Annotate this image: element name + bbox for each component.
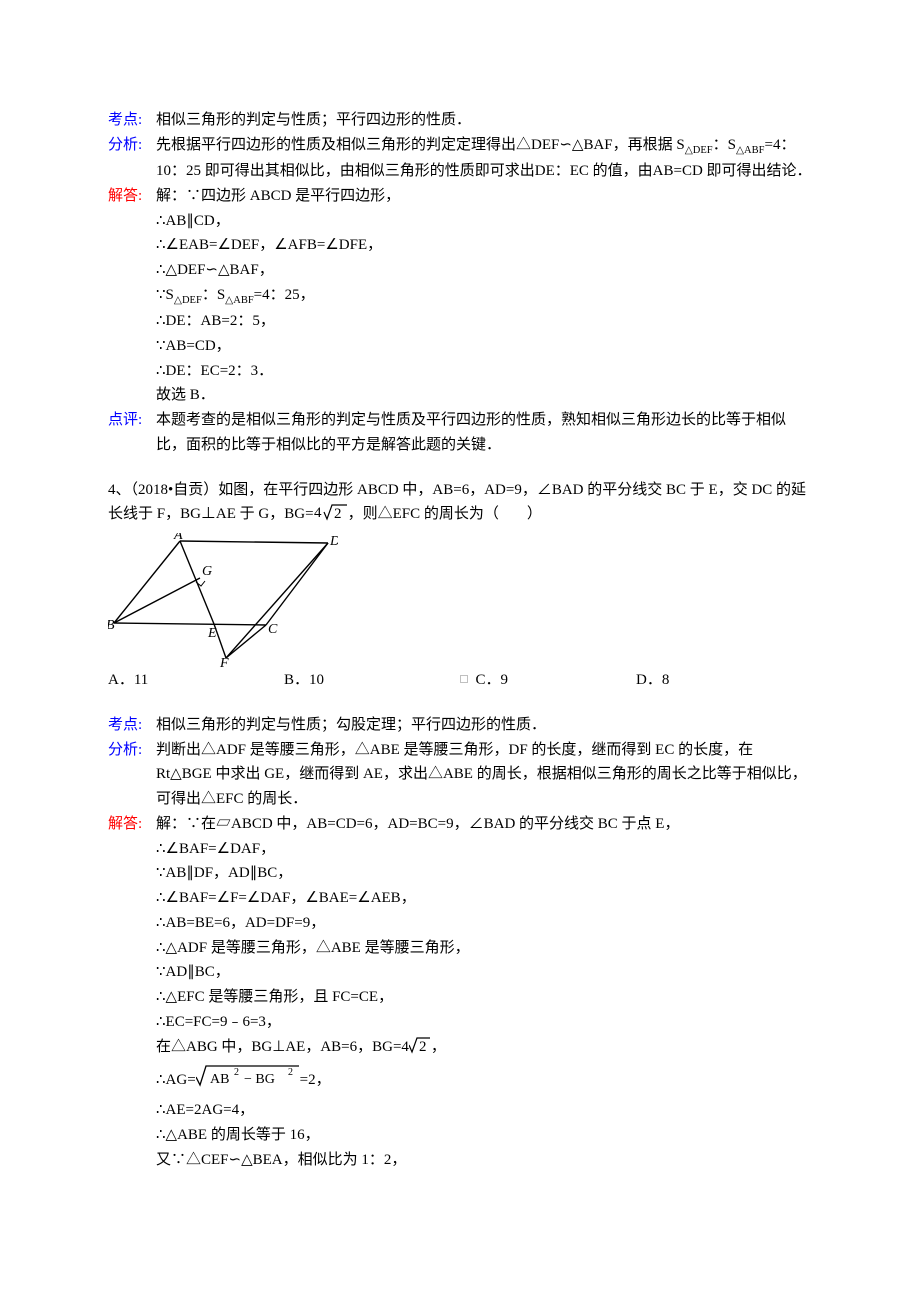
- jieda8: ∴DE：EC=2：3．: [108, 359, 812, 384]
- svg-text:G: G: [202, 564, 212, 579]
- s2j10: 在△ABG 中，BG⊥AE，AB=6，BG=4 2，: [108, 1035, 812, 1064]
- s2j3: ∵AB∥DF，AD∥BC，: [108, 861, 812, 886]
- sec2-kaodian: 考点: 相似三角形的判定与性质；勾股定理；平行四边形的性质．: [108, 713, 812, 738]
- jieda6: ∴DE：AB=2：5，: [108, 309, 812, 334]
- choice-a: A．11: [108, 668, 284, 693]
- jieda-label2: 解答:: [108, 812, 156, 837]
- axis-mark-icon: [460, 675, 468, 683]
- fenxi-text: 先根据平行四边形的性质及相似三角形的判定定理得出△DEF∽△BAF，再根据 S△…: [156, 133, 812, 184]
- j5b: ：S: [202, 287, 225, 303]
- s2j10a: 在△ABG 中，BG⊥AE，AB=6，BG=4: [156, 1039, 409, 1055]
- fenxi-part1: 先根据平行四边形的性质及相似三角形的判定定理得出△DEF∽△BAF，再根据 S: [156, 137, 685, 153]
- sec1-fenxi: 分析: 先根据平行四边形的性质及相似三角形的判定定理得出△DEF∽△BAF，再根…: [108, 133, 812, 184]
- q4-sqrt: 42: [314, 502, 348, 531]
- sec2-fenxi: 分析: 判断出△ADF 是等腰三角形，△ABE 是等腰三角形，DF 的长度，继而…: [108, 738, 812, 812]
- choice-c: C．9: [460, 668, 636, 693]
- fenxi-label2: 分析:: [108, 738, 156, 763]
- q4-close: ）: [527, 506, 542, 522]
- kaodian-label2: 考点:: [108, 713, 156, 738]
- s2j4: ∴∠BAF=∠F=∠DAF，∠BAE=∠AEB，: [108, 886, 812, 911]
- svg-text:4: 4: [314, 505, 322, 521]
- s2j9: ∴EC=FC=9﹣6=3，: [108, 1010, 812, 1035]
- fenxi-label: 分析:: [108, 133, 156, 158]
- spacer: [108, 458, 812, 478]
- fenxi-text2: 判断出△ADF 是等腰三角形，△ABE 是等腰三角形，DF 的长度，继而得到 E…: [156, 738, 812, 812]
- s2j8: ∴△EFC 是等腰三角形，且 FC=CE，: [108, 985, 812, 1010]
- q4-choices-row: A．11 B．10 C．9 D．8: [108, 668, 812, 693]
- s2j14: 又∵△CEF∽△BEA，相似比为 1：2，: [108, 1148, 812, 1173]
- spacer2: [108, 693, 812, 713]
- choice-d: D．8: [636, 668, 812, 693]
- choice-b: B．10: [284, 668, 460, 693]
- svg-text:2: 2: [419, 1039, 427, 1055]
- sub-def: △DEF: [685, 145, 713, 156]
- sqrt2-1: 2: [409, 1035, 431, 1064]
- page: 考点: 相似三角形的判定与性质；平行四边形的性质． 分析: 先根据平行四边形的性…: [0, 0, 920, 1212]
- jieda5: ∵S△DEF：S△ABF=4：25，: [108, 283, 812, 309]
- svg-text:D: D: [329, 534, 338, 549]
- svg-text:2: 2: [234, 1067, 239, 1078]
- kaodian-text2: 相似三角形的判定与性质；勾股定理；平行四边形的性质．: [156, 713, 812, 738]
- sub-abf: △ABF: [736, 145, 765, 156]
- j5c: =4：25，: [254, 287, 315, 303]
- j5a: ∵S: [156, 287, 174, 303]
- svg-text:C: C: [268, 622, 278, 637]
- jieda1: 解：∵四边形 ABCD 是平行四边形，: [156, 184, 812, 209]
- s2j2: ∴∠BAF=∠DAF，: [108, 837, 812, 862]
- s2j5: ∴AB=BE=6，AD=DF=9，: [108, 911, 812, 936]
- dianping-label: 点评:: [108, 408, 156, 433]
- sec1-jieda: 解答: 解：∵四边形 ABCD 是平行四边形，: [108, 184, 812, 209]
- jieda4: ∴△DEF∽△BAF，: [108, 258, 812, 283]
- choice-c-text: C．9: [476, 672, 509, 688]
- kaodian-label: 考点:: [108, 108, 156, 133]
- svg-text:A: A: [173, 533, 183, 543]
- s2j11a: ∴AG=: [156, 1068, 196, 1093]
- svg-text:F: F: [219, 656, 229, 668]
- svg-text:AB: AB: [210, 1072, 229, 1087]
- s2j11: ∴AG= AB 2 − BG 2 =2，: [108, 1063, 812, 1098]
- s2j11b: =2，: [300, 1068, 331, 1093]
- jieda-label: 解答:: [108, 184, 156, 209]
- s2j1: 解：∵在▱ABCD 中，AB=CD=6，AD=BC=9，∠BAD 的平分线交 B…: [156, 812, 812, 837]
- svg-text:− BG: − BG: [244, 1072, 275, 1087]
- q4-stem: 4、（2018•自贡）如图，在平行四边形 ABCD 中，AB=6，AD=9，∠B…: [108, 478, 812, 532]
- svg-text:2: 2: [288, 1067, 293, 1078]
- svg-text:2: 2: [334, 506, 342, 522]
- sec1-kaodian: 考点: 相似三角形的判定与性质；平行四边形的性质．: [108, 108, 812, 133]
- sec2-jieda: 解答: 解：∵在▱ABCD 中，AB=CD=6，AD=BC=9，∠BAD 的平分…: [108, 812, 812, 837]
- q4-figure: A D B C E F G: [108, 533, 338, 668]
- s2j10b: ，: [431, 1039, 446, 1055]
- sqrt-ab-bg: AB 2 − BG 2: [196, 1063, 300, 1098]
- jieda3: ∴∠EAB=∠DEF，∠AFB=∠DFE，: [108, 233, 812, 258]
- svg-text:B: B: [108, 618, 115, 633]
- jieda2: ∴AB∥CD，: [108, 209, 812, 234]
- dianping-text: 本题考查的是相似三角形的判定与性质及平行四边形的性质，熟知相似三角形边长的比等于…: [156, 408, 812, 458]
- j5s2: △ABF: [225, 295, 254, 306]
- s2j7: ∵AD∥BC，: [108, 960, 812, 985]
- jieda7: ∵AB=CD，: [108, 334, 812, 359]
- sec1-dianping: 点评: 本题考查的是相似三角形的判定与性质及平行四边形的性质，熟知相似三角形边长…: [108, 408, 812, 458]
- jieda9: 故选 B．: [108, 383, 812, 408]
- kaodian-text: 相似三角形的判定与性质；平行四边形的性质．: [156, 108, 812, 133]
- j5s1: △DEF: [174, 295, 202, 306]
- q4-suffix: ，则△EFC 的周长为（: [348, 506, 499, 522]
- s2j6: ∴△ADF 是等腰三角形，△ABE 是等腰三角形，: [108, 936, 812, 961]
- svg-text:E: E: [207, 626, 217, 641]
- fenxi-part2: ：S: [713, 137, 736, 153]
- s2j13: ∴△ABE 的周长等于 16，: [108, 1123, 812, 1148]
- s2j12: ∴AE=2AG=4，: [108, 1098, 812, 1123]
